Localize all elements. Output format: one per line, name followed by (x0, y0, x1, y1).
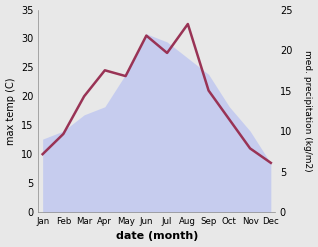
Y-axis label: med. precipitation (kg/m2): med. precipitation (kg/m2) (303, 50, 313, 172)
Y-axis label: max temp (C): max temp (C) (5, 77, 16, 144)
X-axis label: date (month): date (month) (115, 231, 198, 242)
